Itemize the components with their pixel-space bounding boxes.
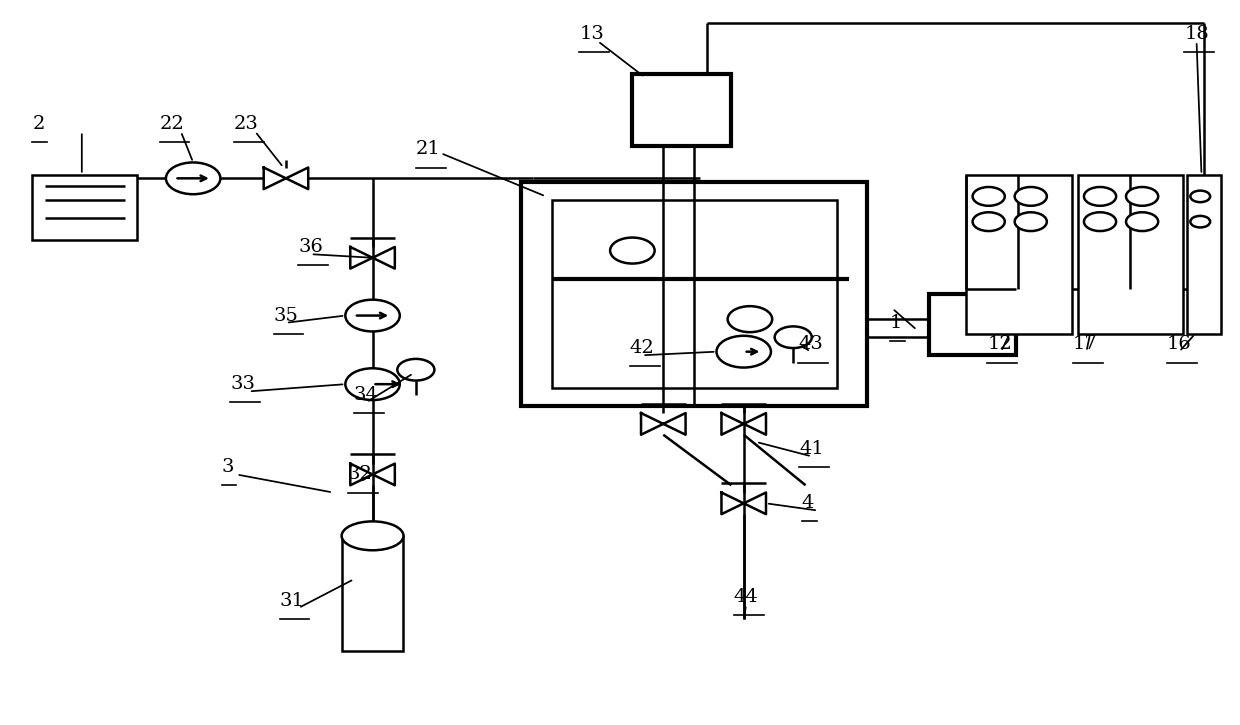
Bar <box>32 175 138 240</box>
Circle shape <box>1190 191 1210 202</box>
Bar <box>521 182 868 406</box>
Circle shape <box>728 306 773 332</box>
Circle shape <box>610 238 655 264</box>
Text: 23: 23 <box>234 115 259 133</box>
Circle shape <box>1014 187 1047 206</box>
Text: 18: 18 <box>1184 25 1209 43</box>
Text: 4: 4 <box>802 494 815 513</box>
Bar <box>342 536 403 651</box>
Circle shape <box>1126 212 1158 231</box>
Text: 3: 3 <box>222 458 234 476</box>
Text: 16: 16 <box>1167 336 1192 354</box>
Text: 31: 31 <box>280 592 305 610</box>
Circle shape <box>345 299 399 331</box>
Circle shape <box>972 212 1004 231</box>
Text: 33: 33 <box>231 375 255 393</box>
Circle shape <box>1014 212 1047 231</box>
Circle shape <box>1084 212 1116 231</box>
Text: 44: 44 <box>734 588 759 606</box>
Text: 21: 21 <box>415 141 440 159</box>
Circle shape <box>397 359 434 381</box>
Ellipse shape <box>342 521 403 550</box>
Text: 34: 34 <box>353 386 379 404</box>
Text: 1: 1 <box>890 314 901 332</box>
Text: 36: 36 <box>299 238 324 256</box>
Text: 12: 12 <box>987 336 1012 354</box>
Circle shape <box>717 336 771 368</box>
Text: 22: 22 <box>160 115 185 133</box>
Circle shape <box>1190 216 1210 228</box>
Circle shape <box>1126 187 1158 206</box>
Text: 42: 42 <box>630 339 655 357</box>
Bar <box>1078 175 1183 334</box>
Text: 2: 2 <box>32 115 45 133</box>
Circle shape <box>972 187 1004 206</box>
Circle shape <box>775 326 812 348</box>
Text: 17: 17 <box>1073 336 1097 354</box>
Bar <box>1187 175 1221 334</box>
Text: 41: 41 <box>800 440 825 458</box>
Bar <box>966 175 1071 334</box>
Circle shape <box>1084 187 1116 206</box>
Bar <box>632 74 732 146</box>
Bar <box>552 200 837 388</box>
Text: 43: 43 <box>799 336 823 354</box>
Text: 13: 13 <box>579 25 604 43</box>
Circle shape <box>345 368 399 400</box>
Text: 35: 35 <box>274 307 299 325</box>
Circle shape <box>166 162 221 194</box>
Bar <box>929 294 1016 355</box>
Text: 32: 32 <box>347 465 373 484</box>
